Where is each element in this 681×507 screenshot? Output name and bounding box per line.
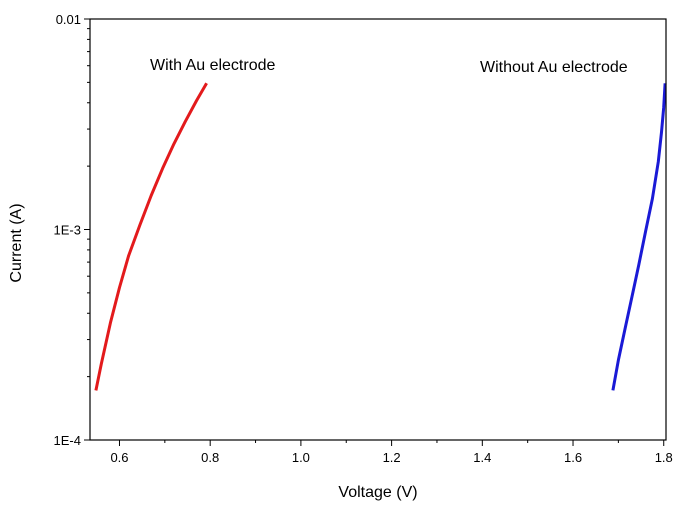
series-line-1 — [611, 83, 667, 391]
x-tick-label: 1.6 — [564, 450, 582, 465]
plot-frame — [89, 18, 667, 441]
x-tick-label: 1.0 — [292, 450, 310, 465]
annotation-with-au: With Au electrode — [150, 57, 276, 74]
x-tick-label: 1.4 — [473, 450, 491, 465]
x-tick-label: 1.2 — [383, 450, 401, 465]
y-tick-label: 0.01 — [56, 12, 81, 27]
x-tick-label: 0.6 — [110, 450, 128, 465]
y-tick-label: 1E-4 — [54, 433, 81, 448]
labels: Voltage (V) Current (A) With Au electrod… — [8, 57, 628, 501]
y-axis-title: Current (A) — [8, 203, 25, 282]
x-tick-label: 1.8 — [655, 450, 673, 465]
y-tick-label: 1E-3 — [54, 223, 81, 238]
x-axis-title: Voltage (V) — [338, 484, 417, 501]
plot-area — [94, 82, 667, 391]
x-tick-label: 0.8 — [201, 450, 219, 465]
series-line-0 — [94, 82, 208, 391]
annotation-without-au: Without Au electrode — [480, 59, 628, 76]
axes: 0.6 0.8 1.0 1.2 1.4 1.6 1.8 1E-4 1E-3 0.01 — [54, 12, 673, 465]
